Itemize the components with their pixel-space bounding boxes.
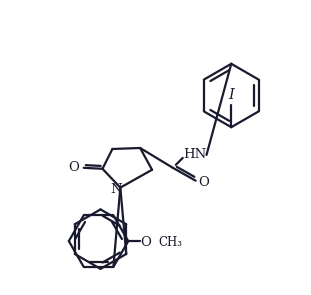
Text: O: O [199,176,210,189]
Text: O: O [68,161,79,174]
Text: HN: HN [183,148,206,161]
Text: I: I [228,88,234,102]
Text: N: N [110,183,122,196]
Text: CH₃: CH₃ [158,236,182,249]
Text: O: O [141,236,151,249]
